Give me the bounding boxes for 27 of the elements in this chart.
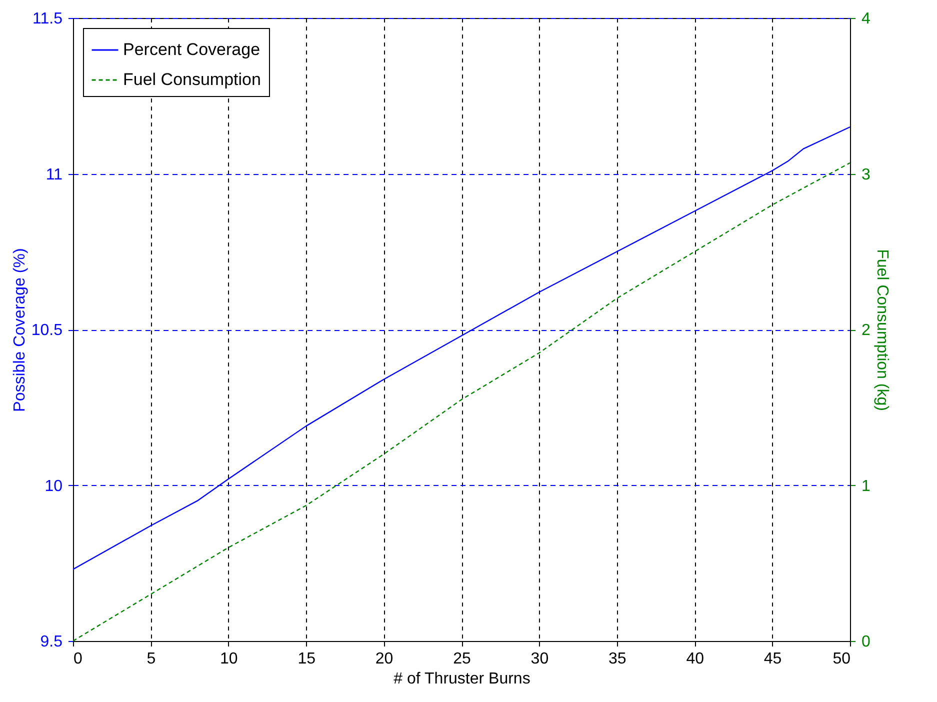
legend-label: Percent Coverage xyxy=(123,40,260,59)
x-tick-label: 10 xyxy=(220,650,238,668)
x-tick-label: 45 xyxy=(764,650,782,668)
x-tick-label: 25 xyxy=(453,650,471,668)
y2-tick-label: 1 xyxy=(862,478,870,495)
y-tick-label: 9.5 xyxy=(40,634,63,650)
line-series xyxy=(73,126,850,570)
y2-tick-label: 0 xyxy=(862,634,870,650)
x-axis-title: # of Thruster Burns xyxy=(394,670,530,688)
x-tick-label: 0 xyxy=(74,650,82,668)
x-tick-label: 15 xyxy=(298,650,316,668)
x-tick-label: 20 xyxy=(375,650,394,668)
y2-tick-label: 4 xyxy=(862,10,870,28)
y2-tick-label: 2 xyxy=(862,322,870,339)
x-tick-label: 5 xyxy=(146,650,156,668)
y-tick-label: 11.5 xyxy=(32,10,63,28)
y2-axis-title: Fuel Consumption (kg) xyxy=(873,249,890,411)
x-tick-label: 30 xyxy=(530,650,549,668)
x-tick-label: 50 xyxy=(832,650,851,668)
x-tick-label: 35 xyxy=(608,650,626,668)
legend-label: Fuel Consumption xyxy=(123,70,261,89)
x-tick-label: 40 xyxy=(686,650,704,668)
y-tick-label: 11 xyxy=(46,166,63,184)
y-axis-title: Possible Coverage (%) xyxy=(11,248,28,412)
y2-tick-label: 3 xyxy=(862,166,870,184)
y-tick-label: 10.5 xyxy=(31,322,63,339)
y-tick-label: 10 xyxy=(44,478,63,495)
